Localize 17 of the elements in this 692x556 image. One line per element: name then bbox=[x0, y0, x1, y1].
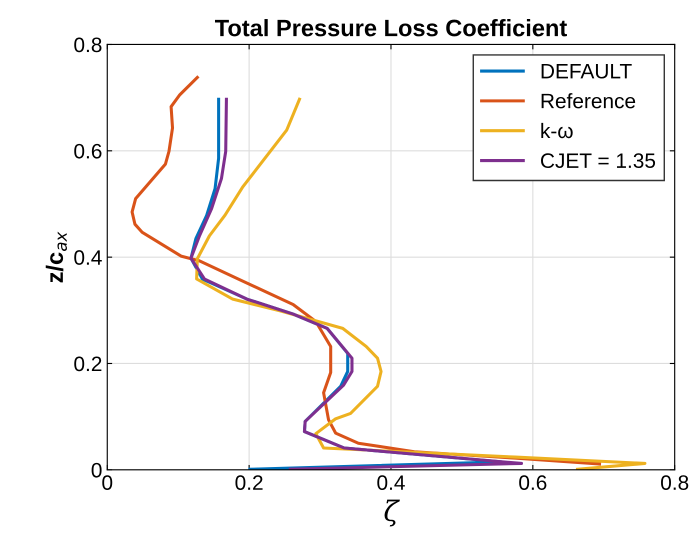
y-axis-title: z/c$_{ax}$ bbox=[46, 232, 67, 282]
x-axis-title: ζ bbox=[384, 500, 400, 527]
y-tick-label: 0.4 bbox=[74, 250, 102, 265]
x-tick-label: 0.8 bbox=[661, 475, 688, 490]
x-tick-label: 0.4 bbox=[377, 475, 405, 490]
y-tick-label: 0 bbox=[92, 462, 102, 478]
legend-label: CJET = 1.35 bbox=[541, 153, 656, 168]
x-tick-label: 0.2 bbox=[235, 475, 263, 490]
legend-label: k-ω bbox=[541, 122, 573, 138]
chart-title: Total Pressure Loss Coefficient bbox=[215, 19, 567, 36]
y-tick-label: 0.2 bbox=[74, 356, 102, 372]
legend-label: DEFAULT bbox=[542, 64, 632, 79]
x-tick-label: 0.6 bbox=[519, 475, 546, 490]
x-tick-label: 0 bbox=[102, 475, 112, 490]
legend-label: Reference bbox=[542, 93, 636, 108]
y-tick-label: 0.8 bbox=[74, 37, 102, 52]
y-tick-label: 0.6 bbox=[74, 144, 102, 159]
